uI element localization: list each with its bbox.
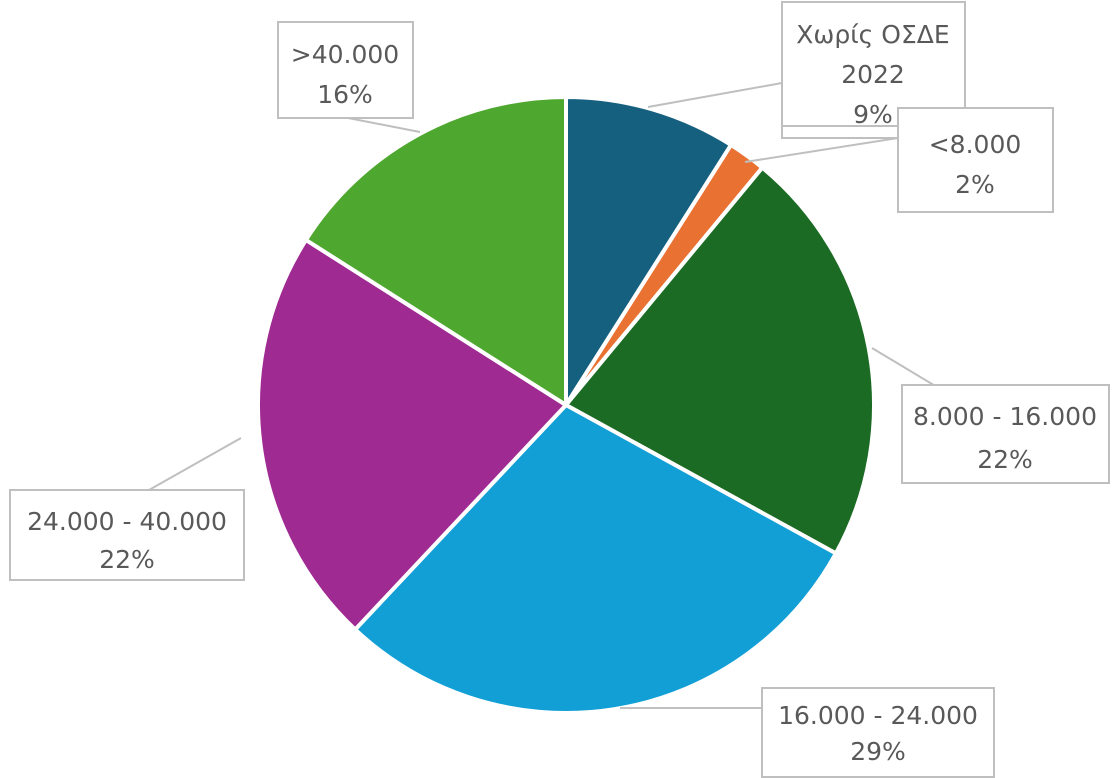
data-label-category: Χωρίς ΟΣΔΕ	[796, 20, 949, 49]
pie-slice	[564, 95, 734, 407]
data-label-category: >40.000	[291, 40, 399, 69]
pie-slice	[256, 237, 568, 632]
data-label-category: 8.000 - 16.000	[913, 402, 1097, 431]
data-label-category: 2022	[841, 60, 905, 89]
data-label-percent: 9%	[853, 100, 893, 129]
pie-slices	[256, 95, 876, 715]
data-label-box	[897, 107, 1054, 213]
data-label-percent: 22%	[977, 445, 1033, 474]
data-label-percent: 16%	[317, 80, 373, 109]
data-label-box	[781, 1, 966, 127]
data-labels: Χωρίς ΟΣΔΕ 2022 9% <8.000 2% 8.000 - 16.000 22…	[9, 1, 1110, 778]
data-label-box	[277, 21, 414, 119]
data-label-category: 24.000 - 40.000	[27, 507, 227, 536]
leader-line	[148, 437, 242, 491]
data-label-box	[9, 489, 245, 581]
data-label-percent: 29%	[850, 737, 906, 766]
pie-slice	[353, 403, 838, 715]
leader-line	[871, 347, 1000, 391]
data-label-category: <8.000	[929, 130, 1022, 159]
pie-slice	[564, 165, 876, 556]
leader-line	[744, 137, 899, 163]
pie-slice	[303, 95, 568, 407]
leader-line	[347, 117, 421, 133]
data-label-box	[901, 384, 1110, 484]
data-label-percent: 2%	[955, 170, 995, 199]
data-label-percent: 22%	[99, 545, 155, 574]
data-label-box	[761, 687, 995, 778]
data-label-category: 16.000 - 24.000	[778, 701, 978, 730]
